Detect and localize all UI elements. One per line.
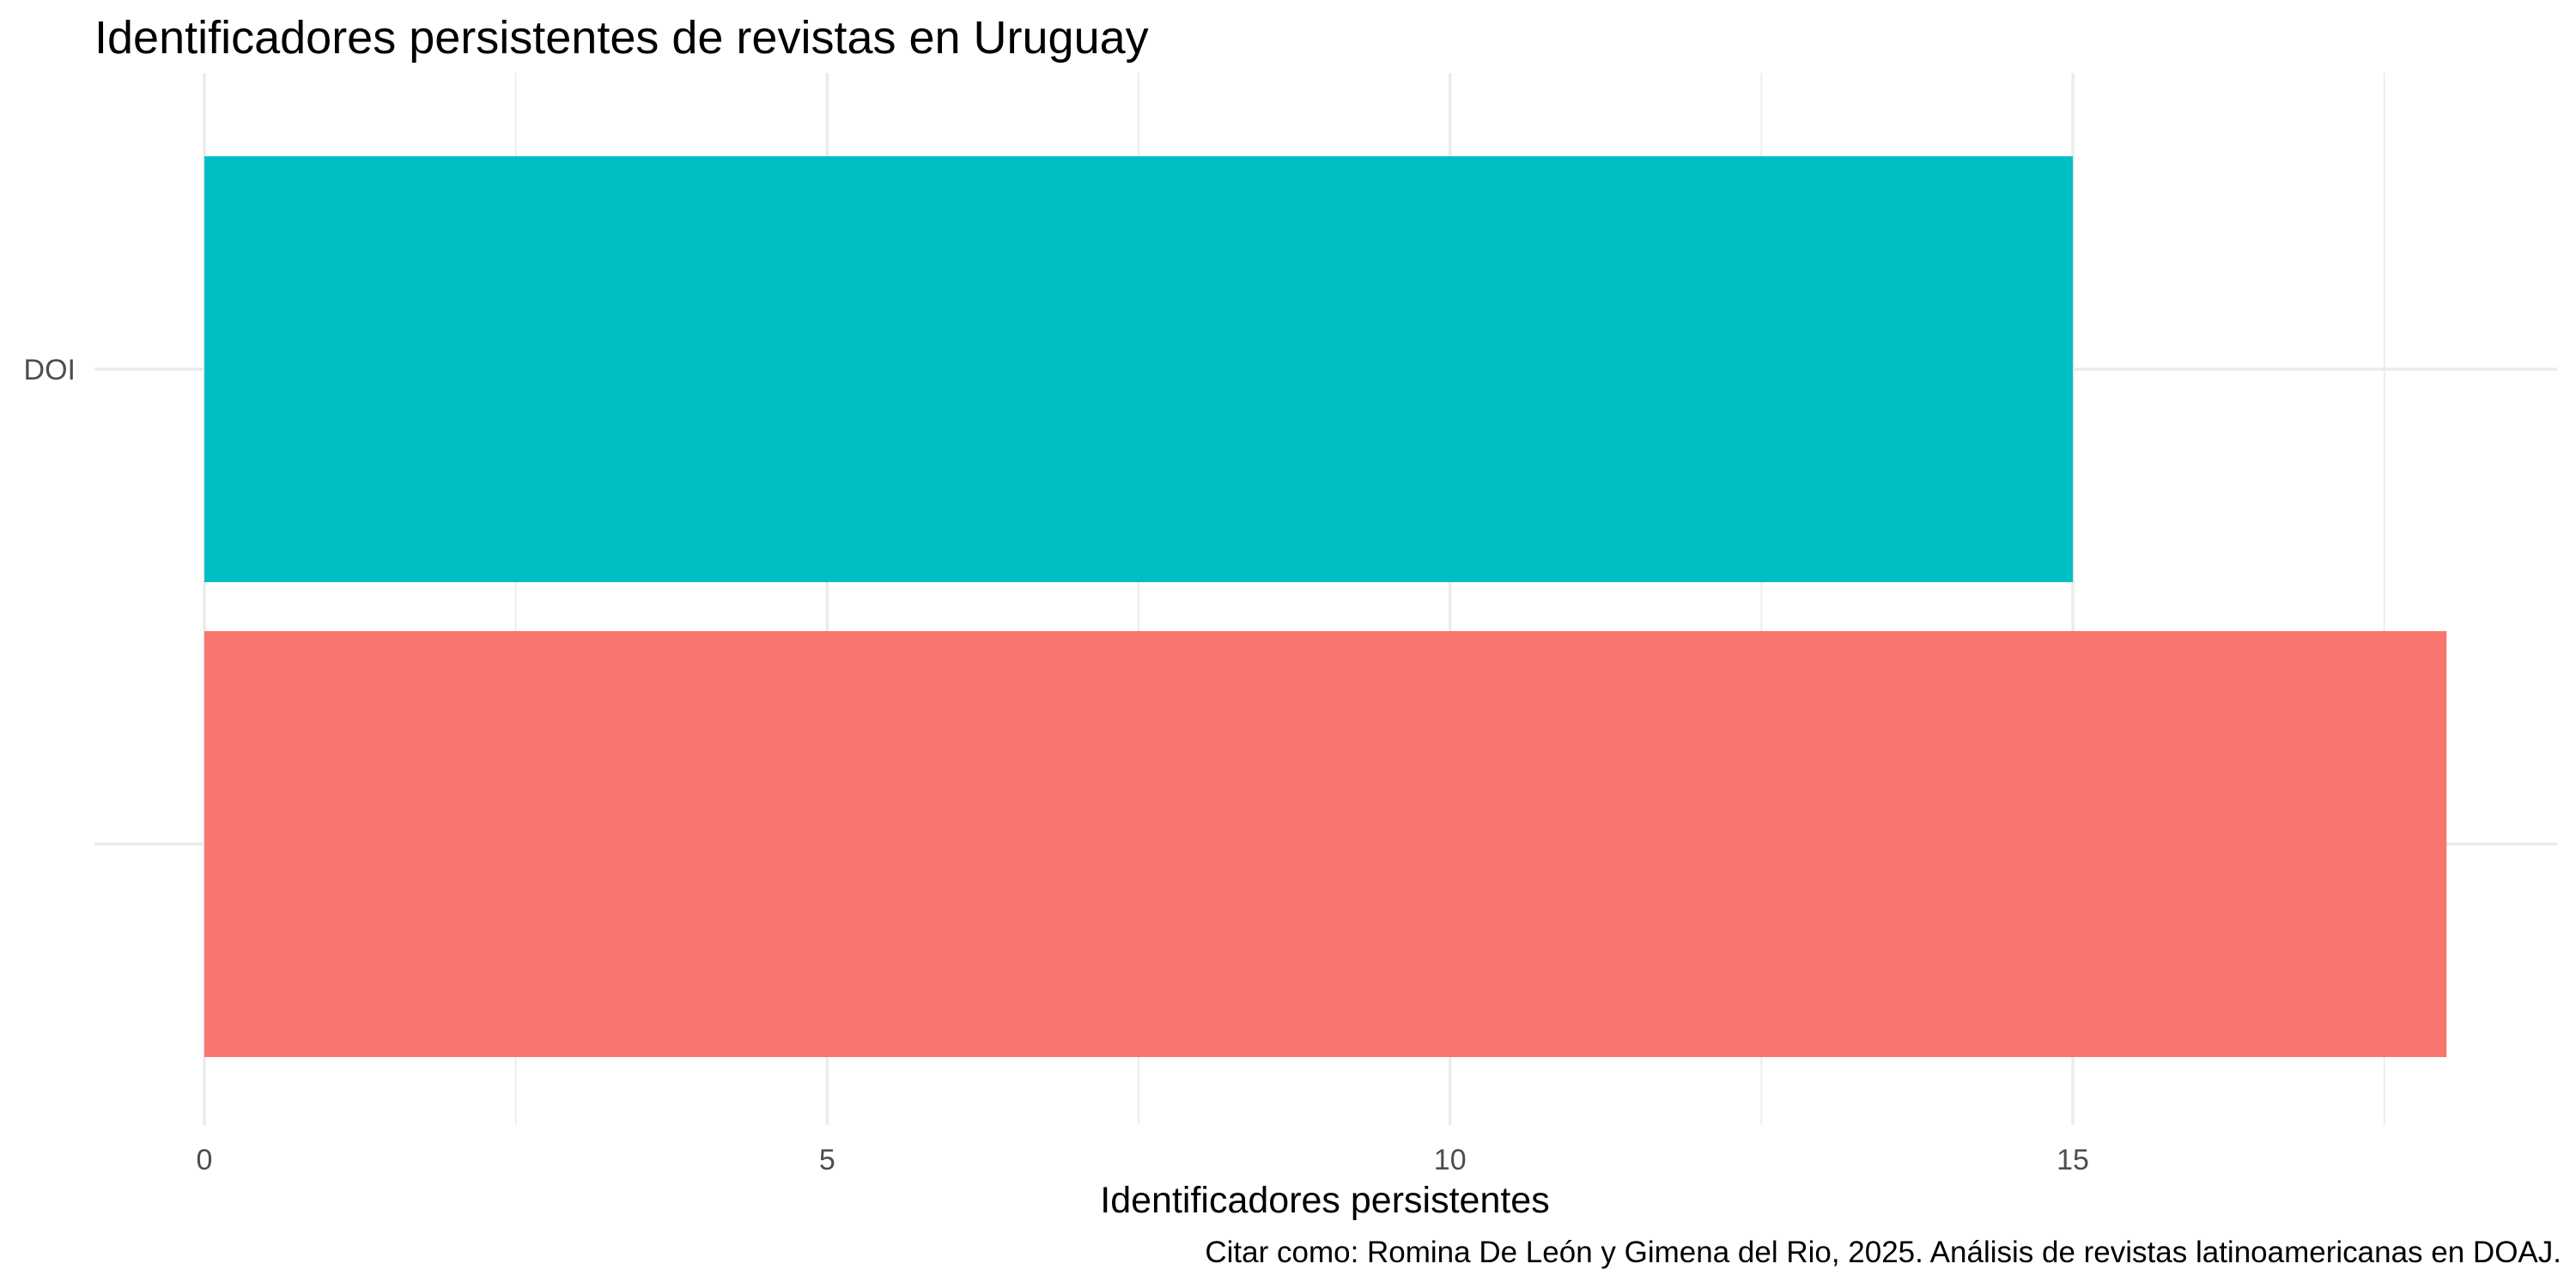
- x-tick-label: 0: [197, 1144, 213, 1176]
- chart-title: Identificadores persistentes de revistas…: [94, 12, 1149, 64]
- bars: [204, 156, 2447, 1057]
- x-tick-label: 15: [2057, 1144, 2089, 1176]
- bar-doi: [204, 156, 2074, 582]
- bar-unlabeled: [204, 631, 2447, 1057]
- tick-labels: DOI 0 5 10 15: [24, 354, 2089, 1176]
- caption: Citar como: Romina De León y Gimena del …: [1205, 1236, 2561, 1269]
- x-tick-label: 5: [819, 1144, 835, 1176]
- y-tick-label: DOI: [24, 354, 76, 386]
- x-tick-label: 10: [1434, 1144, 1467, 1176]
- x-axis-title: Identificadores persistentes: [1100, 1180, 1549, 1221]
